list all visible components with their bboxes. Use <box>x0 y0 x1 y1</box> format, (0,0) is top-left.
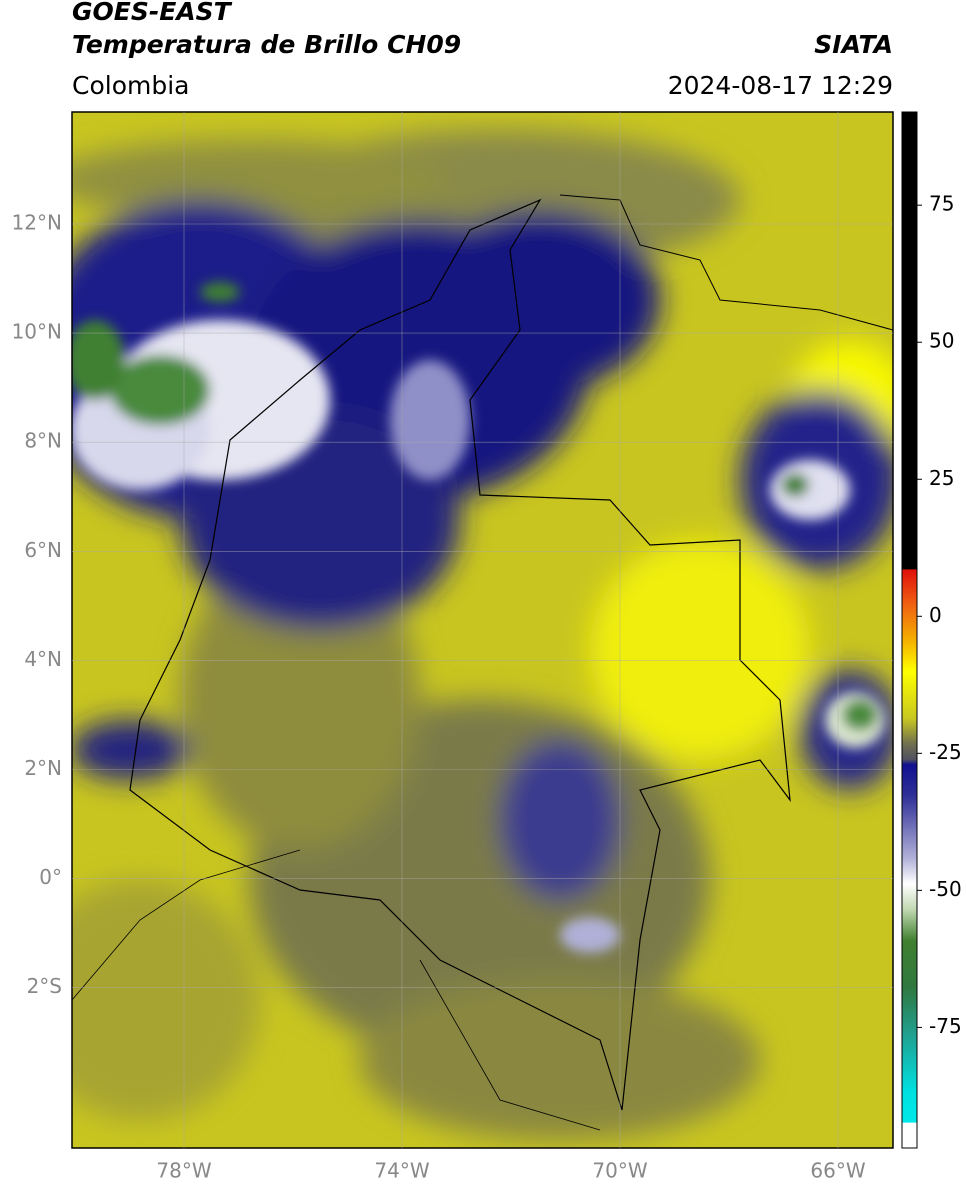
lon-label: 78°W <box>156 1159 211 1183</box>
source: SIATA <box>814 30 893 59</box>
colorbar-tick-label: 25 <box>929 466 954 490</box>
map-axes: 12°N 10°N 8°N 6°N 4°N 2°N 0° 2°S 78°W 74°W 70°W 66°… <box>12 211 866 1183</box>
colorbar-tick-label: 50 <box>929 329 954 353</box>
header: GOES-EAST Temperatura de Brillo CH09 SIA… <box>72 0 893 100</box>
colorbar-tick-label: -25 <box>929 740 962 764</box>
lat-label: 0° <box>39 865 62 889</box>
map-frame <box>71 111 894 1149</box>
datetime: 2024-08-17 12:29 <box>668 71 893 100</box>
satellite-image <box>72 112 893 1148</box>
lat-label: 4°N <box>24 647 62 671</box>
lon-label: 66°W <box>810 1159 865 1183</box>
title: GOES-EAST <box>72 0 233 26</box>
lat-label: 12°N <box>12 211 62 235</box>
colorbar-tick-label: -50 <box>929 877 962 901</box>
lat-label: 6°N <box>24 538 62 562</box>
colorbar <box>901 111 918 1149</box>
lon-label: 70°W <box>592 1159 647 1183</box>
lat-label: 2°N <box>24 756 62 780</box>
lat-label: 8°N <box>24 429 62 453</box>
graticule <box>72 112 893 1148</box>
colorbar-tick-label: 75 <box>929 192 954 216</box>
colorbar-tick-label: 0 <box>929 603 942 627</box>
region: Colombia <box>72 71 189 100</box>
lon-label: 74°W <box>374 1159 429 1183</box>
lat-label: 2°S <box>27 974 62 998</box>
subtitle: Temperatura de Brillo CH09 <box>72 30 461 59</box>
colorbar-tick-label: -75 <box>929 1014 962 1038</box>
lat-label: 10°N <box>12 320 62 344</box>
colorbar-ticks: 75 50 25 0 -25 -50 -75 <box>917 192 962 1038</box>
